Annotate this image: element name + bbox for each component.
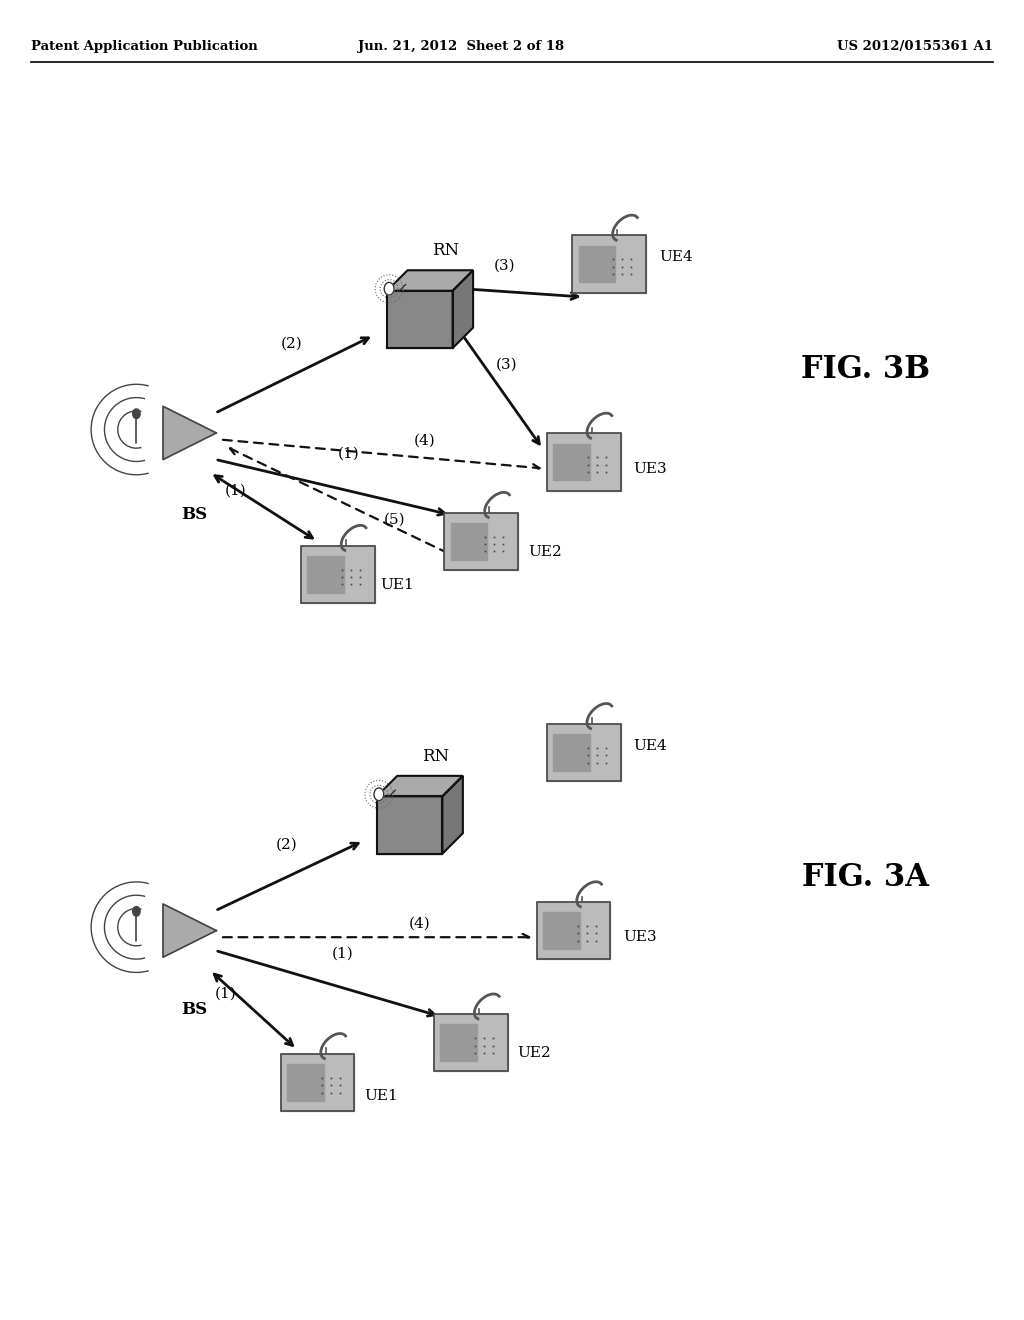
Bar [553,444,590,480]
Bar [547,433,621,491]
Text: UE4: UE4 [634,739,667,752]
Bar [553,734,590,771]
Text: Jun. 21, 2012  Sheet 2 of 18: Jun. 21, 2012 Sheet 2 of 18 [357,40,564,53]
Bar [301,545,375,603]
Polygon shape [387,271,473,290]
Circle shape [374,788,384,801]
Bar [434,1014,508,1072]
Bar [572,235,646,293]
Text: BS: BS [181,507,208,523]
Text: RN: RN [422,748,449,764]
Bar [579,246,615,282]
Polygon shape [387,290,453,348]
Text: US 2012/0155361 A1: US 2012/0155361 A1 [838,40,993,53]
Bar [451,523,487,560]
Bar [547,723,621,781]
Polygon shape [377,776,463,796]
Text: UE3: UE3 [624,931,656,944]
Polygon shape [442,776,463,854]
Circle shape [133,907,140,916]
Text: (1): (1) [224,483,247,498]
Bar [547,433,621,491]
Circle shape [133,409,140,418]
Text: (4): (4) [414,434,436,447]
Bar [572,235,646,293]
Text: (2): (2) [275,838,298,851]
Bar [287,1064,324,1101]
Bar [444,512,518,570]
Text: FIG. 3A: FIG. 3A [802,862,929,894]
Text: UE1: UE1 [365,1089,397,1102]
Polygon shape [163,904,216,931]
Text: Patent Application Publication: Patent Application Publication [31,40,257,53]
Text: UE2: UE2 [528,545,561,558]
Bar [547,723,621,781]
Bar [537,902,610,960]
Text: (1): (1) [337,447,359,461]
Bar [537,902,610,960]
Text: FIG. 3B: FIG. 3B [801,354,930,385]
Bar [543,912,580,949]
Bar [281,1053,354,1111]
Bar [444,512,518,570]
Text: (1): (1) [332,946,354,961]
Bar [434,1014,508,1072]
Text: UE2: UE2 [518,1047,551,1060]
Text: BS: BS [181,1002,208,1018]
Polygon shape [163,407,216,459]
Text: (5): (5) [383,513,406,527]
Text: (3): (3) [494,259,515,272]
Text: UE4: UE4 [659,251,692,264]
Circle shape [384,282,394,296]
Bar [281,1053,354,1111]
Polygon shape [453,271,473,348]
Bar [301,545,375,603]
Text: (2): (2) [281,337,303,350]
Text: UE3: UE3 [634,462,667,475]
Polygon shape [163,904,216,957]
Text: (3): (3) [496,358,518,371]
Polygon shape [163,407,216,433]
Text: UE1: UE1 [381,578,414,591]
Text: RN: RN [432,243,459,259]
Bar [440,1024,477,1061]
Text: (1): (1) [214,986,237,1001]
Polygon shape [377,796,442,854]
Bar [307,556,344,593]
Text: (4): (4) [409,917,431,931]
